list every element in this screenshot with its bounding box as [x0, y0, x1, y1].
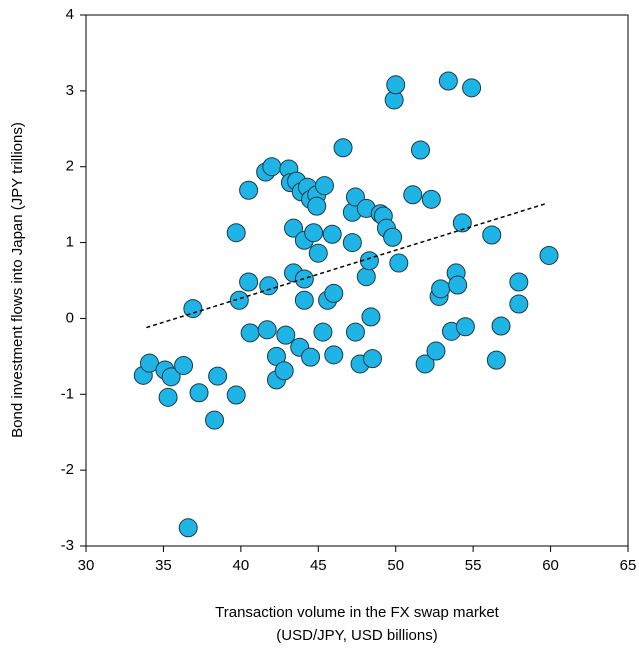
point	[462, 78, 482, 98]
point	[183, 299, 203, 319]
point	[431, 279, 451, 299]
point	[491, 316, 511, 336]
point	[274, 361, 294, 381]
x-tick-label: 50	[387, 557, 404, 574]
x-tick-label: 65	[620, 557, 637, 574]
point	[205, 410, 225, 430]
point	[345, 322, 365, 342]
point	[208, 366, 228, 386]
point	[307, 196, 327, 216]
point	[482, 225, 502, 245]
point	[452, 213, 472, 233]
point	[356, 267, 376, 287]
x-tick-label: 60	[542, 557, 559, 574]
point	[262, 157, 282, 177]
point	[259, 276, 279, 296]
point	[410, 140, 430, 160]
point	[294, 290, 314, 310]
point	[324, 345, 344, 365]
y-tick-label: 4	[66, 6, 74, 23]
x-tick-label: 30	[78, 557, 95, 574]
x-axis-title: (USD/JPY, USD billions)	[276, 627, 437, 644]
point	[313, 322, 333, 342]
y-tick-label: 2	[66, 158, 74, 175]
point	[161, 367, 181, 387]
point	[403, 185, 423, 205]
point	[426, 341, 446, 361]
point	[158, 387, 178, 407]
point	[276, 325, 296, 345]
point	[448, 275, 468, 295]
point	[189, 383, 209, 403]
point	[383, 227, 403, 247]
point	[509, 294, 529, 314]
point	[239, 180, 259, 200]
point	[322, 224, 342, 244]
y-tick-label: 3	[66, 82, 74, 99]
point	[226, 385, 246, 405]
point	[304, 223, 324, 243]
point	[226, 223, 246, 243]
point	[294, 269, 314, 289]
point	[178, 518, 198, 538]
y-tick-label: -3	[61, 537, 74, 554]
point	[455, 317, 475, 337]
point	[333, 138, 353, 158]
point	[386, 75, 406, 95]
point	[421, 189, 441, 209]
point	[324, 283, 344, 303]
x-axis-title: Transaction volume in the FX swap market	[215, 604, 500, 621]
point	[229, 290, 249, 310]
y-tick-label: -2	[61, 461, 74, 478]
point	[389, 253, 409, 273]
trend-line	[146, 202, 548, 329]
x-tick-label: 55	[465, 557, 482, 574]
point	[174, 355, 194, 375]
point	[438, 71, 458, 91]
point	[239, 272, 259, 292]
point	[415, 354, 435, 374]
x-tick-label: 35	[155, 557, 172, 574]
point	[301, 347, 321, 367]
x-tick-label: 45	[310, 557, 327, 574]
y-tick-label: 0	[66, 309, 74, 326]
point	[284, 218, 304, 238]
y-tick-label: 1	[66, 234, 74, 251]
point	[240, 323, 260, 343]
point	[509, 272, 529, 292]
plot-area	[85, 14, 629, 547]
point	[257, 320, 277, 340]
point	[342, 233, 362, 253]
y-axis-title: Bond investment flows into Japan (JPY tr…	[9, 122, 26, 438]
point	[308, 243, 328, 263]
x-tick-label: 40	[233, 557, 250, 574]
point	[486, 350, 506, 370]
y-tick-label: -1	[61, 385, 74, 402]
point	[539, 245, 559, 265]
point	[314, 176, 334, 196]
point	[362, 349, 382, 369]
point	[361, 307, 381, 327]
